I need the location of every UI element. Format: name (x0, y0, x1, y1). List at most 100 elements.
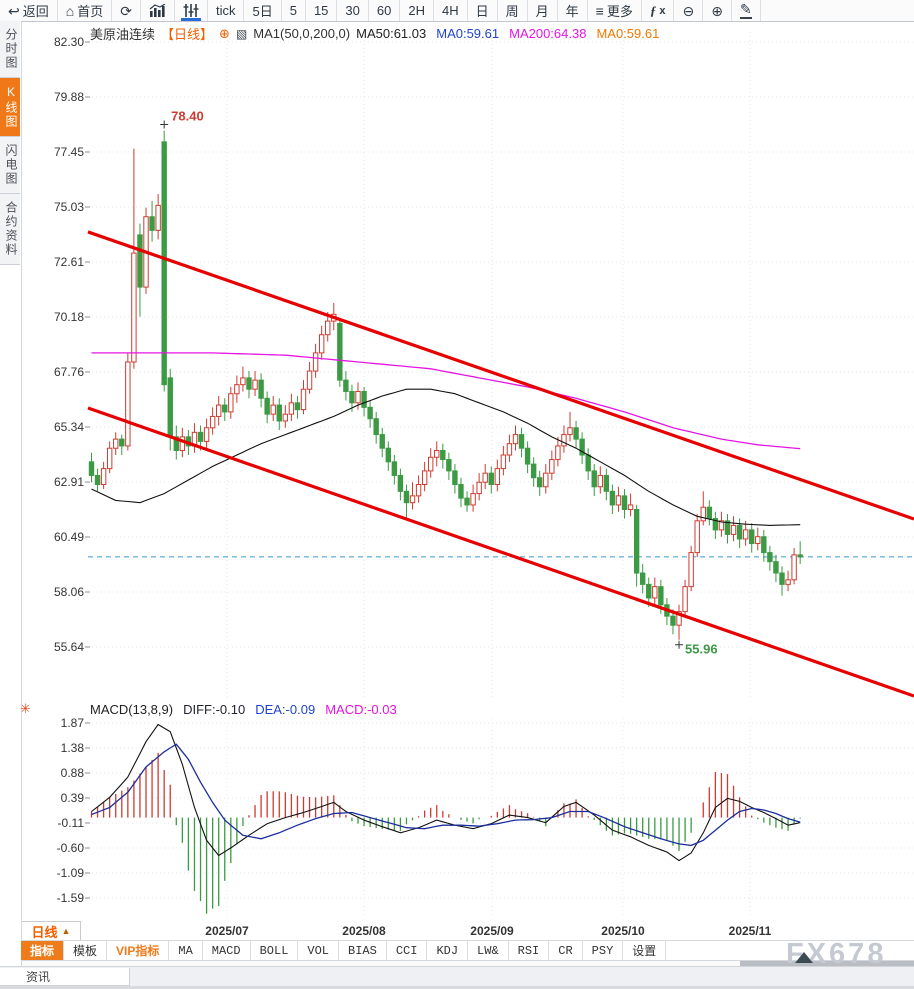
indicator-button-BIAS[interactable]: BIAS (339, 941, 387, 960)
svg-text:2025/09: 2025/09 (470, 924, 514, 938)
toolbar-bar-chart[interactable] (141, 0, 175, 21)
svg-text:60.49: 60.49 (54, 530, 84, 544)
scrollbar-thumb[interactable] (740, 959, 914, 966)
indicator-button-CR[interactable]: CR (549, 941, 583, 960)
indicator-button-PSY[interactable]: PSY (583, 941, 624, 960)
toolbar-item-label: 30 (345, 3, 360, 18)
menu-icon: ≡ (595, 2, 604, 19)
ma-legend-item: MA200:64.38 (509, 26, 587, 41)
svg-text:2025/11: 2025/11 (729, 924, 772, 938)
triangle-up-icon: ▲ (61, 926, 71, 936)
svg-text:82.30: 82.30 (54, 35, 84, 49)
svg-text:1.87: 1.87 (61, 716, 85, 730)
ma-chart-icon: ▧ (235, 26, 248, 41)
indicator-button-指标[interactable]: 指标 (21, 941, 65, 960)
svg-text:78.40: 78.40 (171, 109, 204, 124)
toolbar-zoom-in[interactable]: ⊕ (703, 0, 732, 21)
toolbar-60[interactable]: 60 (369, 0, 401, 21)
svg-text:2025/08: 2025/08 (342, 924, 386, 938)
indicator-settings-icon[interactable]: ✳ (20, 701, 31, 716)
toolbar-item-label: 返回 (22, 4, 49, 19)
indicator-button-RSI[interactable]: RSI (509, 941, 550, 960)
svg-text:72.61: 72.61 (54, 255, 84, 269)
toolbar-zoom-out[interactable]: ⊖ (674, 0, 704, 21)
indicator-button-LW&[interactable]: LW& (468, 941, 509, 960)
sidebar-tab-1[interactable]: 分时图 (0, 21, 20, 78)
svg-text:1.38: 1.38 (61, 741, 85, 755)
toolbar-tick[interactable]: tick (208, 0, 245, 21)
toolbar-2H[interactable]: 2H (400, 0, 434, 21)
toolbar-candle-chart[interactable] (175, 0, 208, 21)
period-selector-button[interactable]: 日线 ▲ (22, 921, 81, 941)
sidebar-tab-3[interactable]: 闪电图 (0, 137, 20, 194)
candle-chart-icon (183, 4, 199, 17)
refresh-icon: ⟳ (120, 2, 132, 19)
watermark-triangle (795, 952, 813, 963)
svg-text:65.34: 65.34 (54, 420, 84, 434)
indicator-toolbar: 指标 模板 VIP指标 MA MACD BOLL VOL BIAS CCI KDJ LW& RSI CR… (21, 940, 914, 961)
toolbar-5日[interactable]: 5日 (244, 0, 282, 21)
toolbar-30[interactable]: 30 (337, 0, 369, 21)
toolbar-15[interactable]: 15 (306, 0, 338, 21)
toolbar-home[interactable]: ⌂ 首页 (58, 0, 113, 21)
svg-text:67.76: 67.76 (54, 365, 84, 379)
macd-legend-item: DEA:-0.09 (255, 702, 316, 717)
add-indicator-icon[interactable]: ⊕ (219, 25, 230, 41)
toolbar-周[interactable]: 周 (498, 0, 528, 21)
indicator-button-KDJ[interactable]: KDJ (427, 941, 469, 960)
toolbar-item-label: 年 (565, 4, 579, 19)
indicator-button-CCI[interactable]: CCI (387, 941, 428, 960)
toolbar-月[interactable]: 月 (528, 0, 558, 21)
toolbar-back-arrow[interactable]: ↩ 返回 (0, 0, 58, 21)
toolbar-item-label: 5 (289, 3, 297, 18)
toolbar-item-label: 周 (505, 4, 519, 19)
svg-text:-0.11: -0.11 (58, 816, 85, 830)
toolbar-refresh[interactable]: ⟳ (112, 0, 141, 21)
svg-text:-0.60: -0.60 (57, 841, 85, 855)
toolbar-item-label: 5日 (252, 4, 273, 19)
toolbar-日[interactable]: 日 (468, 0, 498, 21)
toolbar-item-label: 4H (441, 3, 459, 18)
toolbar-item-label: 15 (313, 3, 329, 18)
news-tab[interactable]: 资讯 (0, 968, 130, 986)
ma-settings-label: MA1(50,0,200,0) (253, 26, 351, 41)
zoom-out-icon: ⊖ (682, 2, 695, 19)
toolbar-4H[interactable]: 4H (434, 0, 468, 21)
indicator-button-BOLL[interactable]: BOLL (251, 941, 299, 960)
pencil-icon: ✎ (739, 1, 752, 19)
svg-text:62.91: 62.91 (54, 475, 84, 489)
macd-legend-item: MACD:-0.03 (325, 702, 397, 717)
zoom-in-icon: ⊕ (711, 2, 723, 19)
toolbar-item-label: 更多 (606, 4, 633, 19)
toolbar-item-label: 2H (408, 3, 425, 18)
status-bar: 资讯 (0, 966, 914, 989)
status-bar-edge (0, 986, 914, 989)
toolbar-item-label: tick (215, 3, 236, 18)
toolbar-item-label: 日 (475, 4, 489, 19)
toolbar-menu[interactable]: ≡ 更多 (588, 0, 642, 21)
svg-text:75.03: 75.03 (54, 200, 84, 214)
svg-text:0.88: 0.88 (61, 766, 85, 780)
macd-header: MACD(13,8,9) DIFF:-0.10 DEA:-0.09 MACD:-0.… (90, 702, 397, 717)
ma-legend: MA50:61.03 MA0:59.61 MA200:64.38 MA0:59.61 (356, 26, 659, 41)
indicator-button-MA[interactable]: MA (169, 941, 203, 960)
sidebar-tab-2[interactable]: K线图 (0, 78, 20, 137)
period-selector-label: 日线 (31, 924, 58, 940)
top-toolbar: ↩ 返回 ⌂ 首页 ⟳ tick 5日 5 15 30 60 2H 4H 日周月年 ≡ 更多 ƒ x ⊖ ⊕ ✎ (0, 0, 914, 22)
indicator-button-VIP指标[interactable]: VIP指标 (107, 941, 170, 960)
svg-text:55.96: 55.96 (685, 642, 718, 657)
indicator-button-模板[interactable]: 模板 (64, 941, 108, 960)
news-tab-label: 资讯 (26, 970, 51, 984)
svg-text:58.06: 58.06 (54, 585, 84, 599)
toolbar-5[interactable]: 5 (282, 0, 306, 21)
indicator-button-MACD[interactable]: MACD (203, 941, 251, 960)
sidebar-tab-4[interactable]: 合约资料 (0, 194, 20, 265)
svg-text:79.88: 79.88 (54, 90, 84, 104)
indicator-button-VOL[interactable]: VOL (298, 941, 340, 960)
toolbar-年[interactable]: 年 (558, 0, 588, 21)
indicator-button-设置[interactable]: 设置 (623, 941, 667, 960)
toolbar-pencil[interactable]: ✎ (732, 0, 761, 21)
toolbar-item-label: 首页 (77, 4, 104, 19)
